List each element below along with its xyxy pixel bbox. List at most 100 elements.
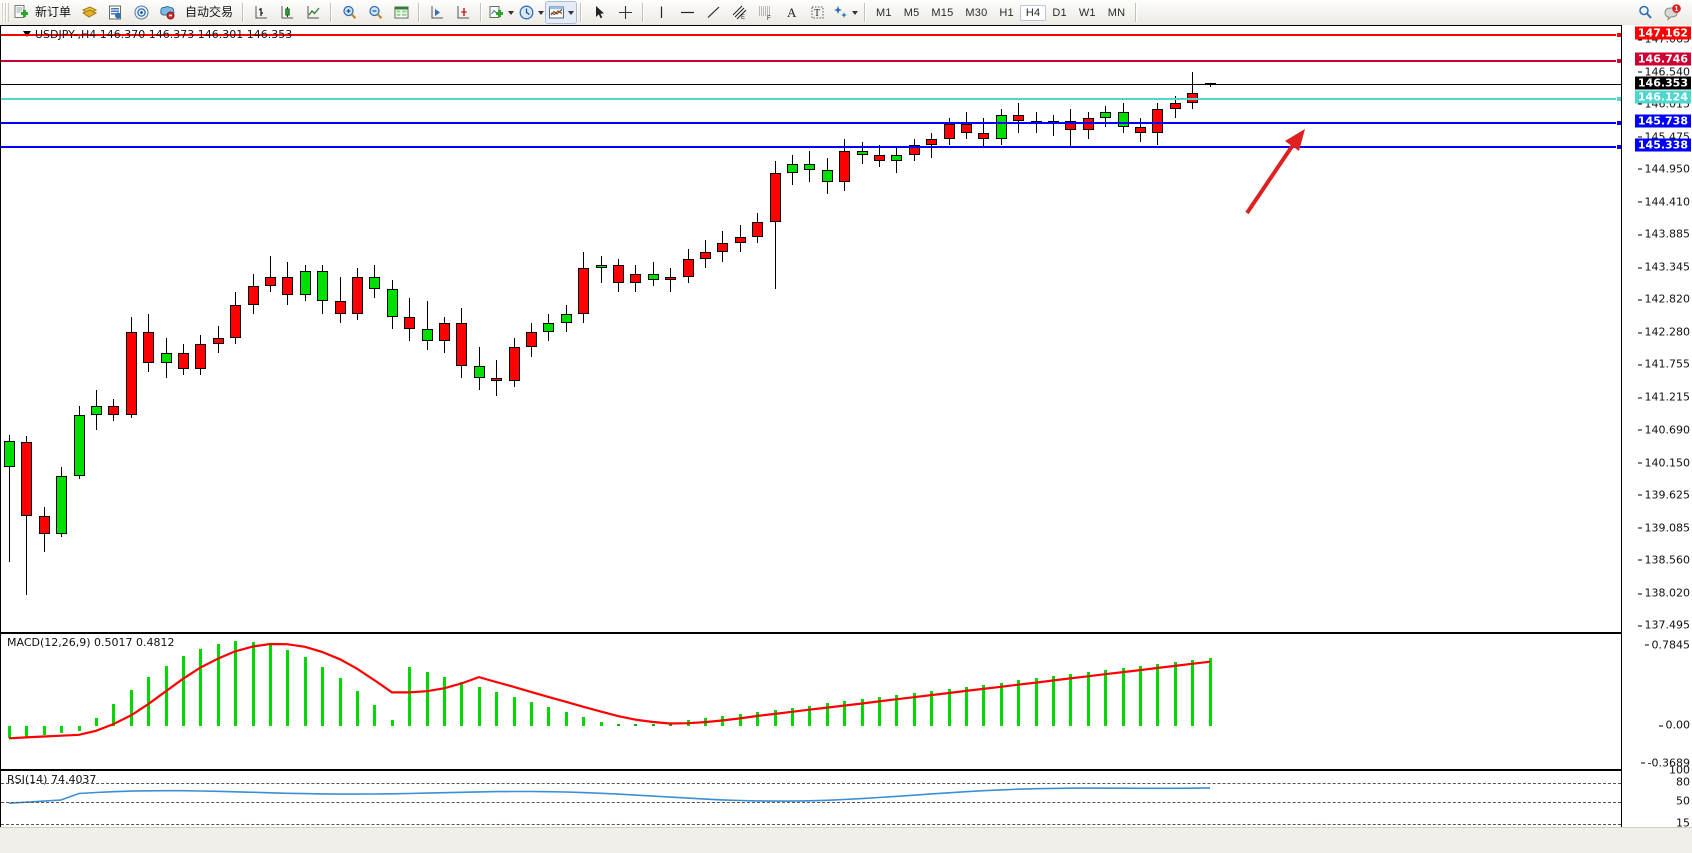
toolbar-grip[interactable] [1,3,9,22]
shapes-dropdown[interactable] [830,2,860,23]
price-pane[interactable]: USDJPY-,H4 146.370 146.373 146.301 146.3… [0,25,1622,633]
chart-area[interactable]: USDJPY-,H4 146.370 146.373 146.301 146.3… [0,25,1692,853]
price-tick: 140.690 [1637,423,1690,436]
macd-tick: 0.7845 [1644,638,1690,651]
price-tick: 142.820 [1637,293,1690,306]
line-chart-button[interactable] [300,2,326,23]
timeframe-mn[interactable]: MN [1107,6,1126,19]
text-label-button[interactable]: T [804,2,830,23]
price-badge-145.338[interactable]: 145.338 [1634,138,1691,152]
market-watch-button[interactable] [102,2,128,23]
auto-scroll-button[interactable] [424,2,450,23]
price-badge-146.746[interactable]: 146.746 [1634,52,1691,66]
navigator-button[interactable] [128,2,154,23]
zoom-in-button[interactable] [336,2,362,23]
alerts-icon: 1 [1663,4,1681,21]
zoom-out-button[interactable] [362,2,388,23]
fibonacci-icon: F [757,4,774,22]
navigator-icon [133,4,150,21]
price-badge-146.124[interactable]: 146.124 [1634,90,1691,104]
chart-shift-button[interactable] [450,2,476,23]
indicators-dropdown[interactable] [486,2,516,23]
trendline-button[interactable] [700,2,726,23]
text-label-icon: T [809,4,826,21]
text-button[interactable]: A [778,2,804,23]
rsi-tick: 50 [1676,794,1690,808]
templates-dropdown[interactable] [545,1,578,24]
new-order-label: 新订单 [35,5,72,19]
price-tick: 137.495 [1637,619,1690,632]
level-line-145.338[interactable] [1,144,1621,151]
rsi-label: RSI(14) 74.4037 [7,773,97,786]
level-line-146.353[interactable] [1,83,1621,85]
level-line-146.124[interactable] [1,95,1621,102]
profiles-icon [81,4,98,21]
candlestick-chart-button[interactable] [274,2,300,23]
toolbar-separator [242,3,245,22]
text-icon: A [783,4,800,21]
profiles-button[interactable] [76,2,102,23]
equidistant-channel-button[interactable]: E [726,2,752,23]
price-badge-145.738[interactable]: 145.738 [1634,114,1691,128]
line-chart-icon [305,4,322,21]
level-line-145.738[interactable] [1,119,1621,126]
timeframe-m5[interactable]: M5 [903,6,920,19]
toolbar-separator-5 [580,3,583,22]
bar-chart-button[interactable] [248,2,274,23]
price-badge-147.162[interactable]: 147.162 [1634,26,1691,40]
data-window-button[interactable] [388,2,414,23]
vertical-line-button[interactable] [648,2,674,23]
timeframe-m30[interactable]: M30 [965,6,988,19]
price-tick: 138.560 [1637,553,1690,566]
timeframe-m1[interactable]: M1 [876,6,892,19]
price-tick: 138.020 [1637,587,1690,600]
search-button[interactable] [1632,2,1658,23]
price-tick: 146.540 [1637,65,1690,78]
status-bar [0,827,1692,853]
search-icon [1637,4,1654,21]
zoom-out-icon [367,4,384,21]
market-watch-icon [107,4,124,21]
macd-pane[interactable]: MACD(12,26,9) 0.5017 0.4812 [0,633,1622,770]
autotrade-label: 自动交易 [185,5,234,19]
period-dropdown[interactable] [516,2,546,23]
timeframe-w1[interactable]: W1 [1078,6,1096,19]
terminal-button[interactable] [154,2,180,23]
crosshair-button[interactable] [612,2,638,23]
svg-text:T: T [814,8,820,19]
svg-text:A: A [787,5,797,20]
toolbar-separator-2 [330,3,333,22]
zoom-in-icon [341,4,358,21]
svg-text:F: F [767,16,771,21]
trendline-icon [705,4,722,21]
price-badge-146.353[interactable]: 146.353 [1634,76,1691,90]
toolbar-separator-6 [642,3,645,22]
vertical-line-icon [653,4,670,21]
price-tick: 139.625 [1637,488,1690,501]
timeframe-d1[interactable]: D1 [1052,6,1067,19]
symbol-info-label: USDJPY-,H4 146.370 146.373 146.301 146.3… [35,28,293,41]
level-line-147.162[interactable] [1,32,1621,39]
fibonacci-button[interactable]: F [752,2,778,23]
timeframe-m15[interactable]: M15 [931,6,954,19]
new-order-button[interactable]: 新订单 [11,2,76,23]
cursor-icon [591,4,608,21]
cursor-button[interactable] [586,2,612,23]
chart-collapse-icon[interactable] [23,31,31,37]
toolbar-separator-7 [864,3,867,22]
chevron-down-icon [508,10,515,15]
level-line-146.746[interactable] [1,57,1621,64]
alerts-button[interactable]: 1 [1658,2,1684,23]
timeframe-h4[interactable]: H4 [1019,4,1047,21]
annotation-arrow-icon[interactable] [1241,121,1311,221]
horizontal-line-button[interactable] [674,2,700,23]
svg-text:1: 1 [1674,6,1678,13]
rsi-pane[interactable]: RSI(14) 74.4037 [0,770,1622,834]
price-tick: 144.950 [1637,162,1690,175]
price-axis[interactable]: 147.065 146.540 146.015 145.475 144.950 … [1621,25,1692,839]
timeframe-h1[interactable]: H1 [999,6,1014,19]
horizontal-line-icon [679,4,696,21]
autotrade-button[interactable]: 自动交易 [180,2,238,23]
price-tick: 142.280 [1637,326,1690,339]
period-icon [518,4,535,21]
